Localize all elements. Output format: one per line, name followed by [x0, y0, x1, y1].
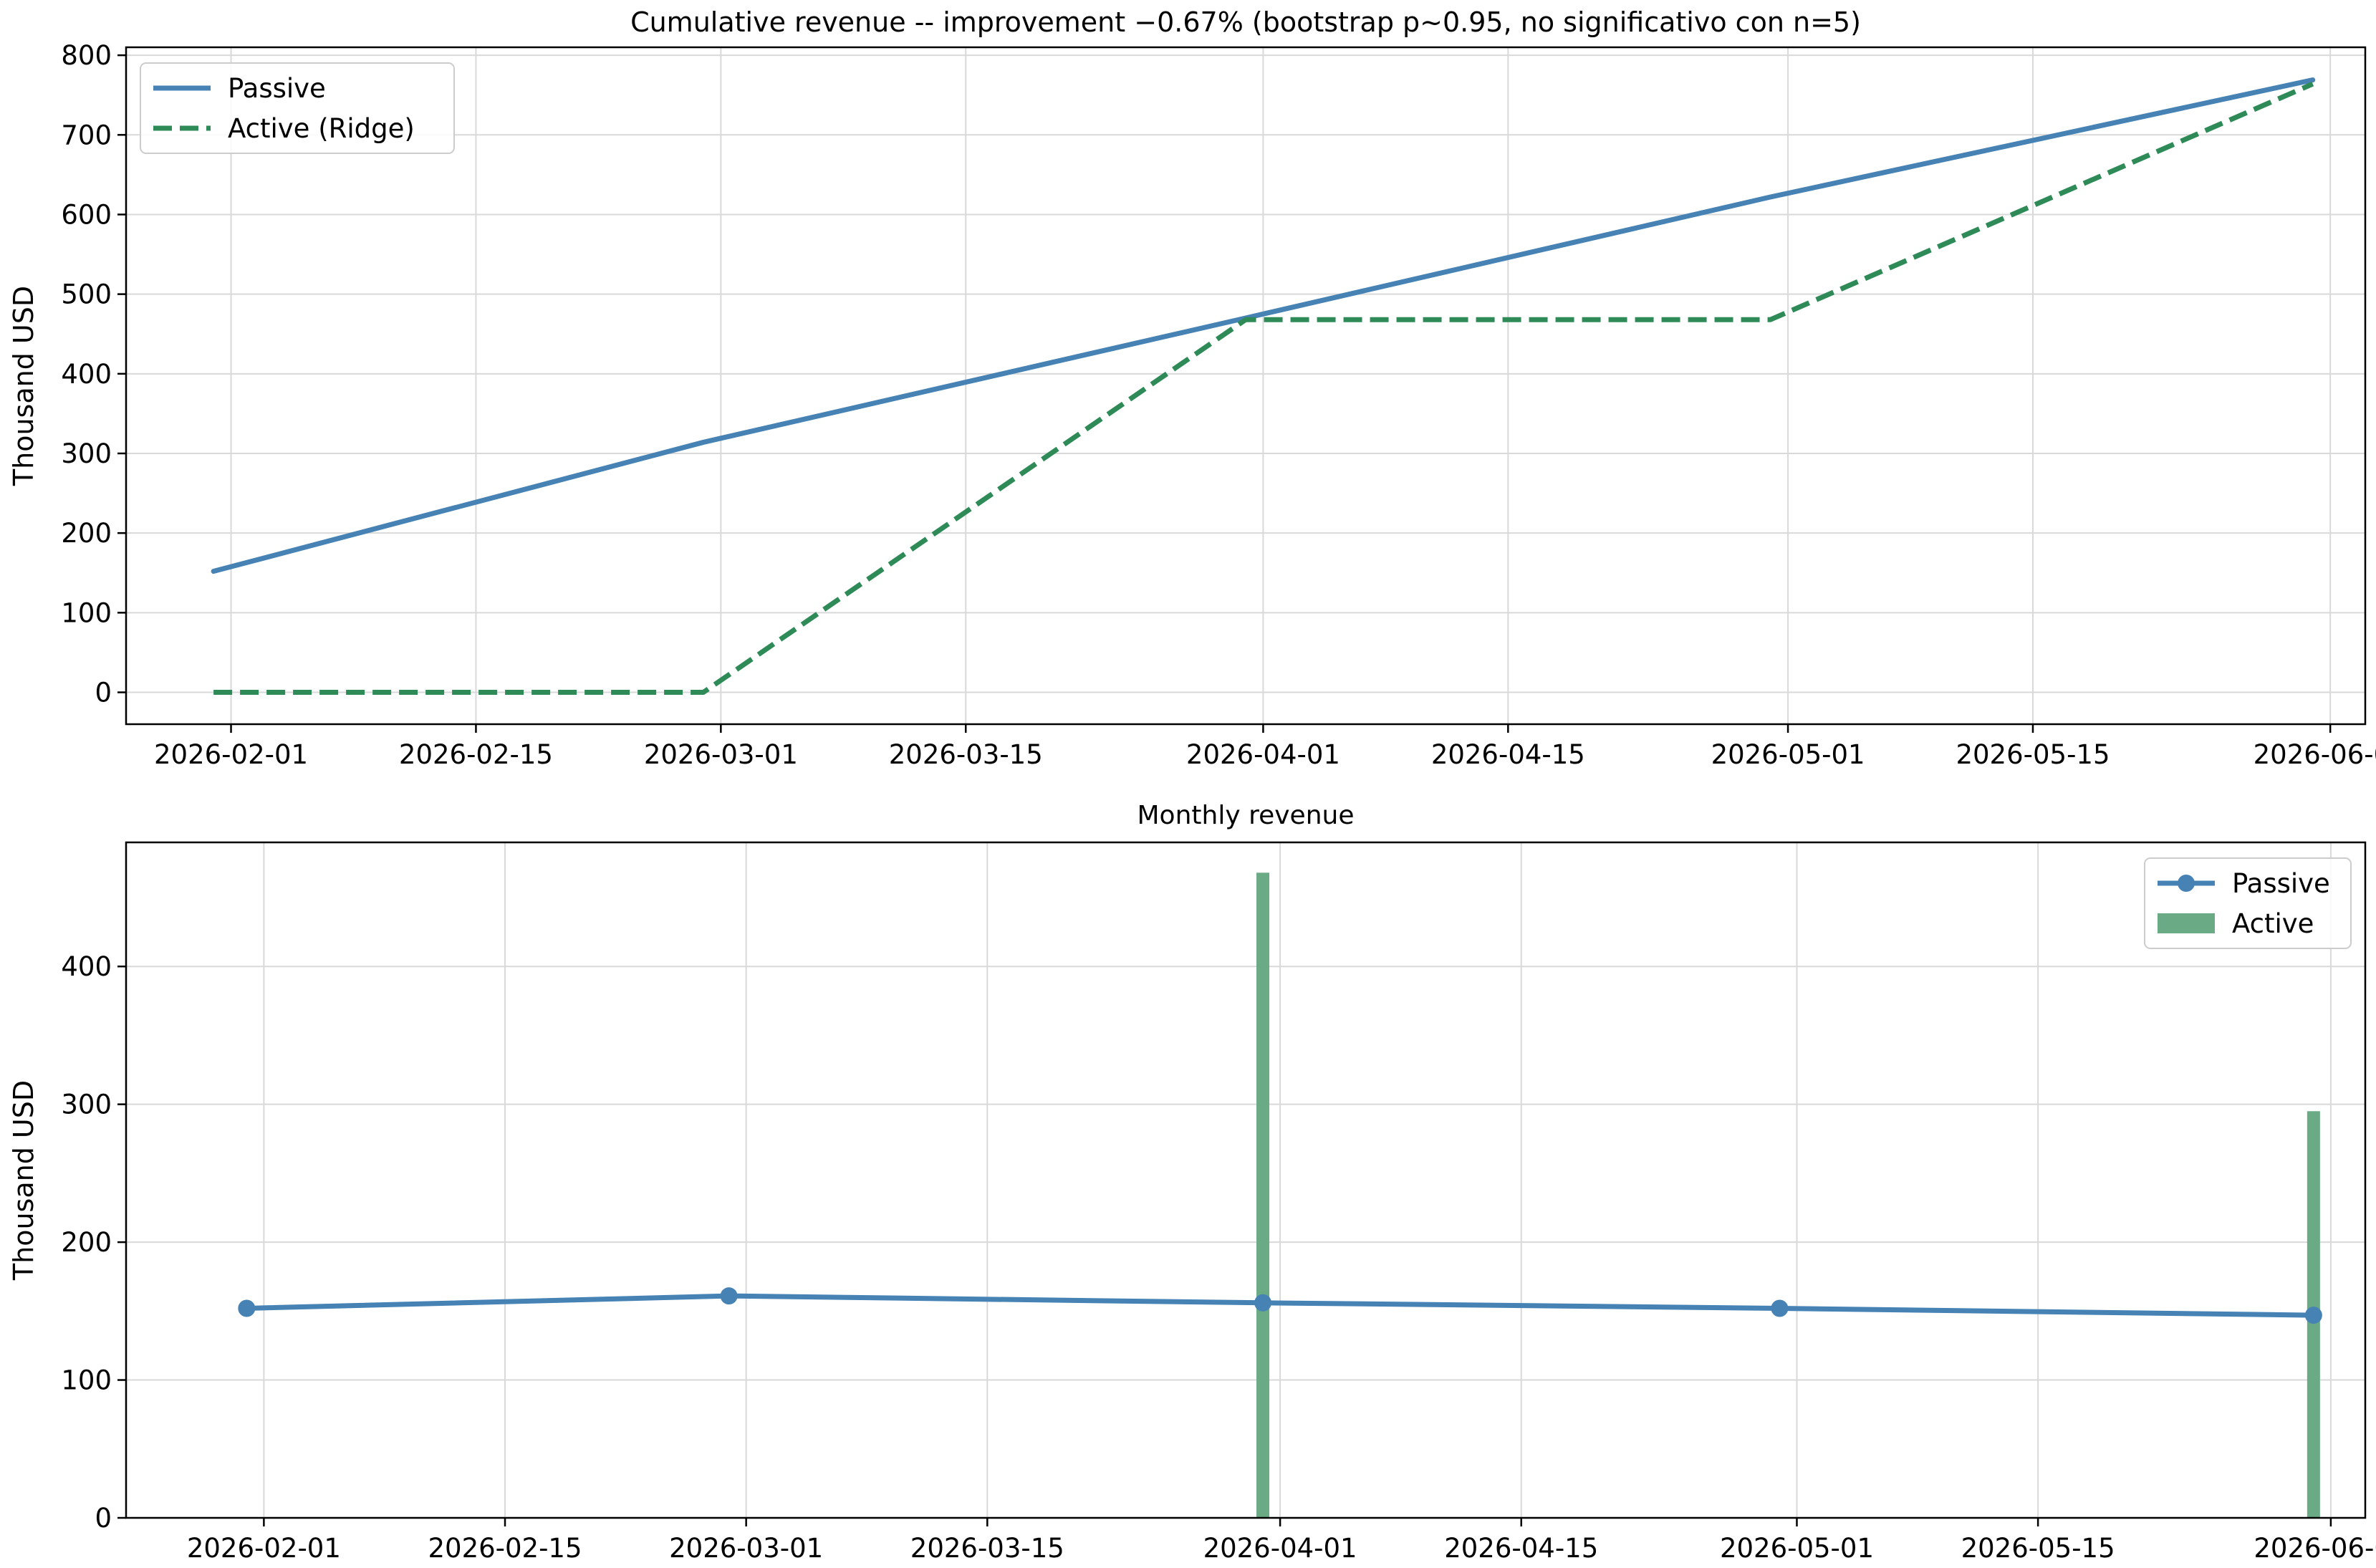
- data-point-passive: [1254, 1294, 1272, 1312]
- legend-label-passive: Passive: [2232, 868, 2330, 899]
- data-point-passive: [1771, 1299, 1789, 1317]
- y-tick-label: 100: [61, 597, 112, 628]
- grid: [126, 47, 2365, 724]
- x-tick-label: 2026-06-01: [2254, 739, 2376, 770]
- y-axis: 0 100 200 300 400 500 600 700 800: [61, 40, 126, 708]
- legend-marker-passive: [2178, 875, 2195, 892]
- x-tick-label: 2026-05-01: [1711, 739, 1865, 770]
- y-tick-label: 400: [61, 951, 112, 982]
- x-tick-label: 2026-02-01: [154, 739, 308, 770]
- plot-frame: [125, 46, 2367, 726]
- x-tick-label: 2026-04-01: [1203, 1533, 1357, 1564]
- series-line-active-ridge: [213, 81, 2314, 696]
- cumulative-revenue-panel: Cumulative revenue -- improvement −0.67%…: [8, 6, 2376, 770]
- monthly-revenue-panel: Monthly revenue 2026-02-01 2026-02-15 2026…: [8, 801, 2376, 1564]
- x-axis: 2026-02-01 2026-02-15 2026-03-01 2026-03-15…: [187, 1518, 2376, 1564]
- grid: [126, 842, 2365, 1519]
- x-tick-label: 2026-02-01: [187, 1533, 341, 1564]
- legend-label-active: Active: [2232, 908, 2314, 939]
- x-tick-label: 2026-04-15: [1431, 739, 1585, 770]
- legend: Passive Active (Ridge): [140, 62, 455, 154]
- x-tick-label: 2026-06-01: [2254, 1533, 2376, 1564]
- x-tick-label: 2026-03-01: [669, 1533, 823, 1564]
- x-tick-label: 2026-03-01: [644, 739, 798, 770]
- legend-box: [140, 62, 455, 154]
- y-tick-label: 600: [61, 199, 112, 230]
- x-tick-label: 2026-05-15: [1956, 739, 2110, 770]
- y-tick-label: 400: [61, 359, 112, 390]
- y-tick-label: 0: [95, 1503, 112, 1534]
- y-tick-label: 200: [61, 518, 112, 549]
- x-tick-label: 2026-04-15: [1444, 1533, 1598, 1564]
- x-tick-label: 2026-03-15: [889, 739, 1043, 770]
- data-point-passive: [238, 1299, 256, 1317]
- chart-title: Cumulative revenue -- improvement −0.67%…: [630, 6, 1861, 38]
- series-layer: [211, 77, 2316, 696]
- x-tick-label: 2026-04-01: [1186, 739, 1340, 770]
- y-tick-label: 800: [61, 40, 112, 71]
- legend-label-passive: Passive: [228, 73, 326, 104]
- x-tick-label: 2026-03-15: [910, 1533, 1064, 1564]
- data-point-passive: [720, 1287, 738, 1305]
- y-tick-label: 500: [61, 279, 112, 310]
- series-layer: [238, 872, 2322, 1518]
- plot-frame: [125, 841, 2367, 1519]
- chart-title: Monthly revenue: [1138, 801, 1355, 830]
- x-tick-label: 2026-05-01: [1720, 1533, 1874, 1564]
- data-point-passive: [2304, 1307, 2322, 1324]
- y-tick-label: 100: [61, 1365, 112, 1396]
- legend: Passive Active: [2144, 857, 2352, 949]
- x-tick-label: 2026-02-15: [399, 739, 553, 770]
- x-tick-label: 2026-05-15: [1961, 1533, 2115, 1564]
- y-tick-label: 200: [61, 1227, 112, 1258]
- bar-active: [1256, 872, 1270, 1518]
- y-axis-label: Thousand USD: [8, 1080, 39, 1281]
- legend-swatch-active: [2158, 913, 2215, 933]
- x-axis: 2026-02-01 2026-02-15 2026-03-01 2026-03-15…: [154, 724, 2376, 770]
- legend-label-active-ridge: Active (Ridge): [228, 113, 415, 144]
- y-axis: 0 100 200 300 400: [61, 951, 126, 1534]
- x-tick-label: 2026-02-15: [428, 1533, 582, 1564]
- y-tick-label: 700: [61, 120, 112, 150]
- y-tick-label: 300: [61, 1090, 112, 1120]
- y-tick-label: 300: [61, 438, 112, 469]
- y-tick-label: 0: [95, 678, 112, 708]
- y-axis-label: Thousand USD: [8, 286, 39, 486]
